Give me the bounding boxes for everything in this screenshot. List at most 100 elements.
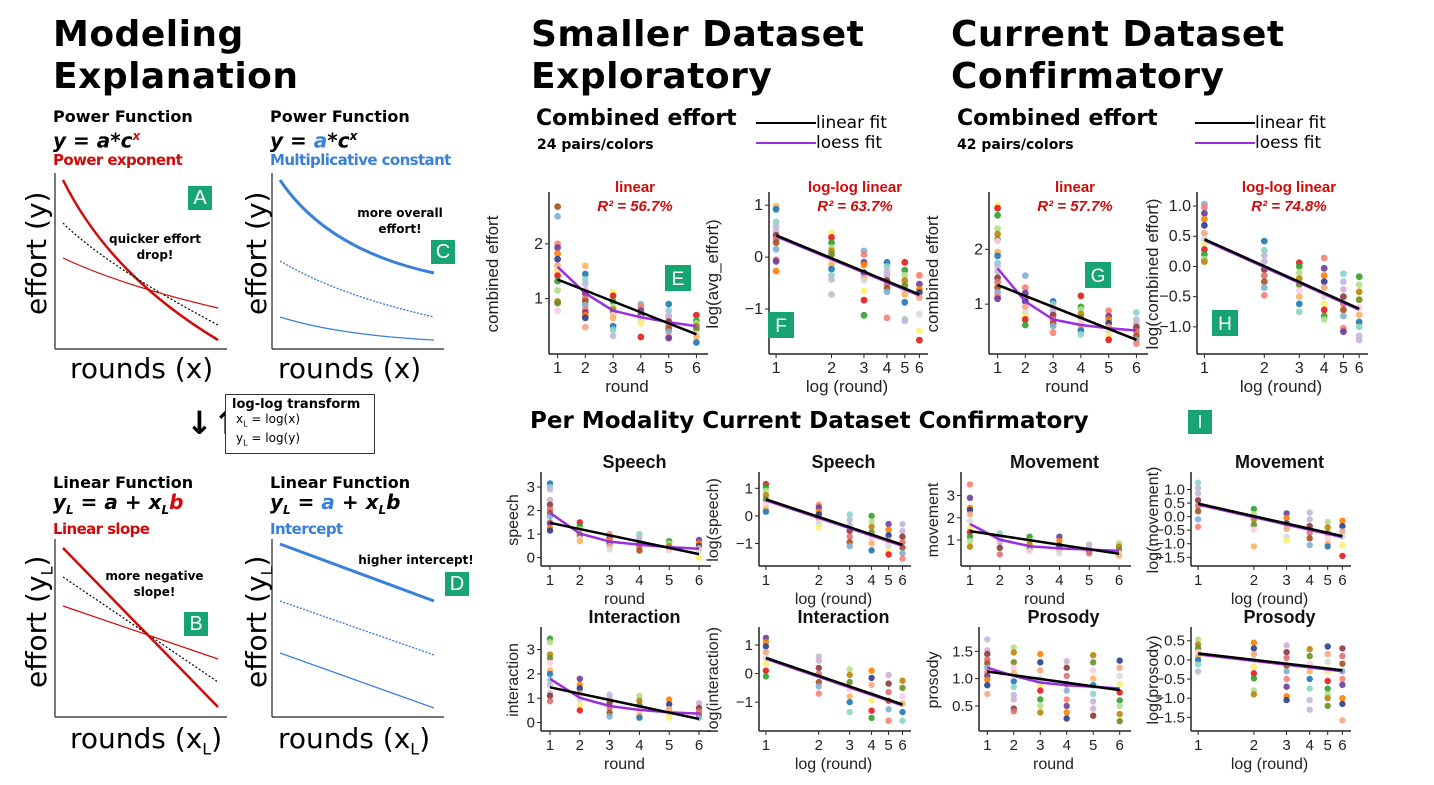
data-point: [899, 555, 906, 562]
data-point: [846, 511, 853, 518]
data-point: [1295, 293, 1303, 301]
data-point: [1339, 645, 1346, 652]
panel-badge: [1085, 262, 1111, 288]
data-point: [1340, 278, 1347, 285]
data-point: [1037, 667, 1044, 674]
eq-sub: L: [378, 503, 387, 517]
panel-c-header: Power Function y = a*cx Multiplicative c…: [270, 108, 451, 169]
smaller-subtitle: Combined effort: [536, 106, 737, 131]
y-tick-label: 0: [745, 508, 753, 525]
eq-a: a: [313, 128, 328, 153]
panel-badge: [665, 265, 691, 291]
y-axis-label: combined effort: [483, 215, 502, 332]
data-point: [1295, 269, 1303, 276]
y-tick-label: 0: [527, 715, 535, 732]
data-point: [1306, 675, 1313, 683]
data-point: [1063, 687, 1070, 694]
panel-b-ylabel: effort (yL): [20, 556, 57, 688]
data-point: [996, 544, 1003, 551]
panel-a-equation: y = a*cx: [53, 126, 193, 151]
data-point: [901, 277, 909, 284]
data-point: [546, 486, 554, 493]
y-tick-label: 0: [754, 249, 763, 266]
data-point: [868, 547, 875, 554]
data-point: [1077, 292, 1085, 300]
data-point: [1056, 537, 1063, 545]
data-point: [1194, 516, 1202, 523]
data-point: [1021, 316, 1029, 323]
legend-line: [1195, 122, 1255, 124]
chart-title: Movement: [1235, 452, 1324, 472]
data-point: [1324, 543, 1331, 550]
data-point: [1306, 516, 1313, 523]
data-point: [883, 263, 891, 270]
data-point: [846, 678, 853, 686]
badge-b: B: [184, 612, 208, 636]
x-tick-label: 6: [1115, 572, 1123, 589]
data-point: [1355, 323, 1363, 331]
eq-text: y = a*c: [53, 128, 133, 153]
data-point: [554, 244, 561, 252]
data-point: [868, 540, 875, 547]
data-point: [1201, 209, 1208, 217]
legend-line: [1195, 142, 1255, 144]
data-point: [554, 255, 561, 263]
loess-fit-line: [969, 522, 1120, 552]
y-tick-label: 0: [745, 666, 753, 683]
var: x: [236, 412, 244, 426]
current-dataset-title: Current Dataset Confirmatory: [951, 14, 1285, 98]
data-point: [581, 280, 589, 288]
data-point: [1037, 687, 1044, 694]
y-tick-label: −1: [736, 694, 753, 711]
data-point: [1306, 541, 1313, 549]
log-transform-x: xL = log(x): [232, 412, 368, 431]
data-point: [899, 677, 906, 684]
data-point: [1037, 709, 1044, 716]
data-point: [901, 258, 909, 266]
x-axis-label: round: [605, 377, 648, 396]
x-tick-label: 6: [1132, 360, 1141, 377]
data-point: [1260, 258, 1268, 265]
data-point: [860, 261, 868, 269]
data-point: [576, 702, 583, 709]
data-point: [762, 643, 770, 650]
data-point: [1063, 696, 1070, 703]
data-point: [546, 527, 554, 534]
linear-fit-line: [549, 521, 700, 556]
data-point: [1283, 537, 1290, 544]
data-point: [606, 713, 613, 720]
data-point: [1260, 237, 1268, 245]
data-point: [772, 245, 780, 253]
current-subtitle: Combined effort: [957, 106, 1158, 131]
data-point: [606, 546, 613, 553]
chart-title: Prosody: [1243, 607, 1315, 627]
data-point: [666, 706, 673, 713]
lbl-sub: L: [37, 566, 57, 576]
data-point: [1116, 657, 1123, 664]
eq-text: y =: [270, 128, 314, 153]
x-tick-label: 3: [1295, 360, 1304, 377]
data-point: [1010, 649, 1017, 656]
y-tick-label: 2: [527, 666, 535, 683]
low-intercept-line: [279, 652, 435, 709]
data-point: [1201, 222, 1208, 229]
data-point: [1339, 522, 1346, 530]
eq-text: y: [53, 490, 67, 514]
data-point: [1306, 668, 1313, 675]
modeling-title-line2: Explanation: [53, 56, 299, 97]
y-tick-label: 0.0: [1164, 652, 1185, 669]
data-point: [994, 295, 1001, 303]
data-point: [1339, 517, 1346, 524]
x-tick-label: 3: [1036, 737, 1044, 754]
data-point: [1116, 672, 1123, 680]
x-axis-label: log (round): [1231, 591, 1308, 608]
chart-title: log-log linear: [808, 179, 902, 196]
data-point: [1010, 659, 1017, 666]
y-axis-label: prosody: [925, 652, 942, 709]
x-tick-label: 2: [815, 737, 823, 754]
data-point: [1339, 652, 1346, 660]
data-point: [1306, 509, 1313, 516]
data-point: [860, 277, 868, 284]
data-point: [1340, 270, 1347, 278]
x-axis-label: round: [604, 591, 645, 608]
